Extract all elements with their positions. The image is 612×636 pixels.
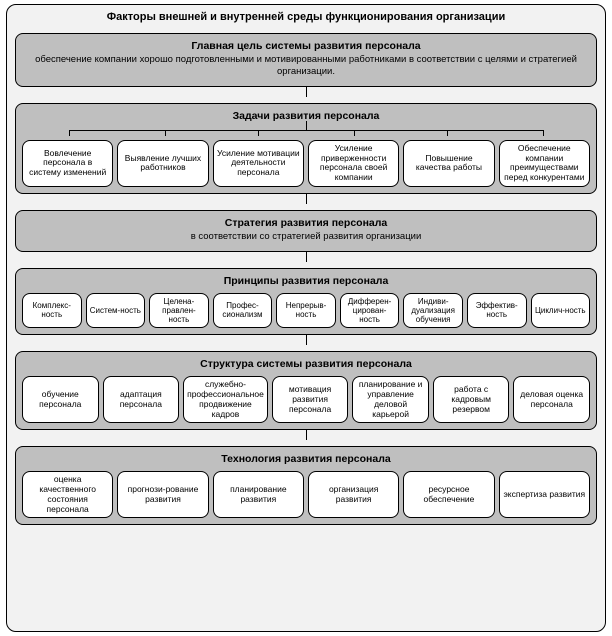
connector — [7, 194, 605, 204]
technology-cell: организация развития — [308, 471, 399, 518]
section-structure: Структура системы развития персонала обу… — [15, 351, 597, 430]
technology-row: оценка качественного состояния персонала… — [22, 471, 590, 518]
task-cell: Выявление лучших работников — [117, 140, 208, 187]
principle-cell: Эффектив-ность — [467, 293, 527, 329]
task-cell: Повышение качества работы — [403, 140, 494, 187]
technology-cell: экспертиза развития — [499, 471, 590, 518]
principle-cell: Циклич-ность — [531, 293, 591, 329]
principles-title: Принципы развития персонала — [22, 273, 590, 289]
strategy-subtitle: в соответствии со стратегией развития ор… — [22, 231, 590, 245]
technology-cell: ресурсное обеспечение — [403, 471, 494, 518]
outer-frame: Факторы внешней и внутренней среды функц… — [6, 4, 606, 632]
section-tasks: Задачи развития персонала Вовлечение пер… — [15, 103, 597, 194]
structure-cell: обучение персонала — [22, 376, 99, 423]
technology-cell: оценка качественного состояния персонала — [22, 471, 113, 518]
goal-subtitle: обеспечение компании хорошо подготовленн… — [22, 54, 590, 80]
structure-cell: планирование и управление деловой карьер… — [352, 376, 429, 423]
technology-cell: планирование развития — [213, 471, 304, 518]
section-technology: Технология развития персонала оценка кач… — [15, 446, 597, 525]
task-cell: Вовлечение персонала в систему изменений — [22, 140, 113, 187]
principle-cell: Непрерыв-ность — [276, 293, 336, 329]
strategy-title: Стратегия развития персонала — [22, 215, 590, 231]
principle-cell: Систем-ность — [86, 293, 146, 329]
principles-row: Комплекс-ность Систем-ность Целена-правл… — [22, 293, 590, 329]
structure-cell: деловая оценка персонала — [513, 376, 590, 423]
principle-cell: Индиви-дуализация обучения — [403, 293, 463, 329]
connector — [7, 252, 605, 262]
principle-cell: Профес-сионализм — [213, 293, 273, 329]
structure-cell: служебно-профессиональное продвижение ка… — [183, 376, 268, 423]
structure-title: Структура системы развития персонала — [22, 356, 590, 372]
outer-title: Факторы внешней и внутренней среды функц… — [7, 5, 605, 27]
principle-cell: Целена-правлен-ность — [149, 293, 209, 329]
connector — [7, 430, 605, 440]
connector — [7, 335, 605, 345]
tasks-row: Вовлечение персонала в систему изменений… — [22, 140, 590, 187]
goal-title: Главная цель системы развития персонала — [22, 38, 590, 54]
principle-cell: Дифферен-цирован-ность — [340, 293, 400, 329]
connector — [7, 87, 605, 97]
structure-cell: работа с кадровым резервом — [433, 376, 510, 423]
section-goal: Главная цель системы развития персонала … — [15, 33, 597, 87]
technology-title: Технология развития персонала — [22, 451, 590, 467]
task-cell: Обеспечение компании преимуществами пере… — [499, 140, 590, 187]
structure-cell: адаптация персонала — [103, 376, 180, 423]
section-principles: Принципы развития персонала Комплекс-нос… — [15, 268, 597, 336]
tasks-bracket — [24, 126, 588, 136]
technology-cell: прогнози-рование развития — [117, 471, 208, 518]
structure-cell: мотивация развития персонала — [272, 376, 349, 423]
task-cell: Усиление мотивации деятельности персонал… — [213, 140, 304, 187]
principle-cell: Комплекс-ность — [22, 293, 82, 329]
task-cell: Усиление приверженности персонала своей … — [308, 140, 399, 187]
structure-row: обучение персонала адаптация персонала с… — [22, 376, 590, 423]
section-strategy: Стратегия развития персонала в соответст… — [15, 210, 597, 252]
